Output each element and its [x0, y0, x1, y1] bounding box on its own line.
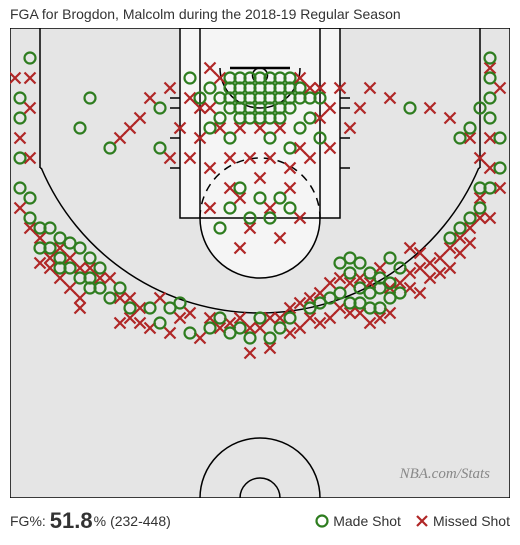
- missed-shot-icon: [415, 514, 429, 528]
- legend-missed: Missed Shot: [415, 513, 510, 529]
- legend-missed-label: Missed Shot: [433, 513, 510, 529]
- chart-title: FGA for Brogdon, Malcolm during the 2018…: [10, 6, 401, 22]
- chart-footer: FG%: 51.8 % (232-448) Made Shot Missed S…: [10, 507, 510, 535]
- court-area: NBA.com/Stats: [10, 28, 510, 498]
- shot-chart-container: FGA for Brogdon, Malcolm during the 2018…: [0, 0, 520, 545]
- fg-counts: (232-448): [110, 513, 171, 529]
- legend-made: Made Shot: [315, 513, 401, 529]
- fg-pct-sign: %: [94, 513, 106, 529]
- svg-text:NBA.com/Stats: NBA.com/Stats: [399, 466, 491, 482]
- fg-pct-label: FG%:: [10, 513, 46, 529]
- legend: Made Shot Missed Shot: [315, 513, 510, 529]
- legend-made-label: Made Shot: [333, 513, 401, 529]
- made-shot-icon: [315, 514, 329, 528]
- court-svg: NBA.com/Stats: [10, 28, 510, 498]
- fg-pct-value: 51.8: [50, 508, 93, 534]
